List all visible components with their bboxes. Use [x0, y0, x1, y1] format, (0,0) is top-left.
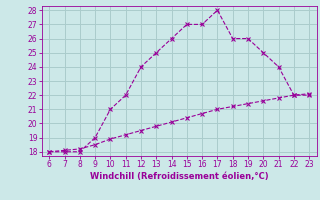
- X-axis label: Windchill (Refroidissement éolien,°C): Windchill (Refroidissement éolien,°C): [90, 172, 268, 181]
